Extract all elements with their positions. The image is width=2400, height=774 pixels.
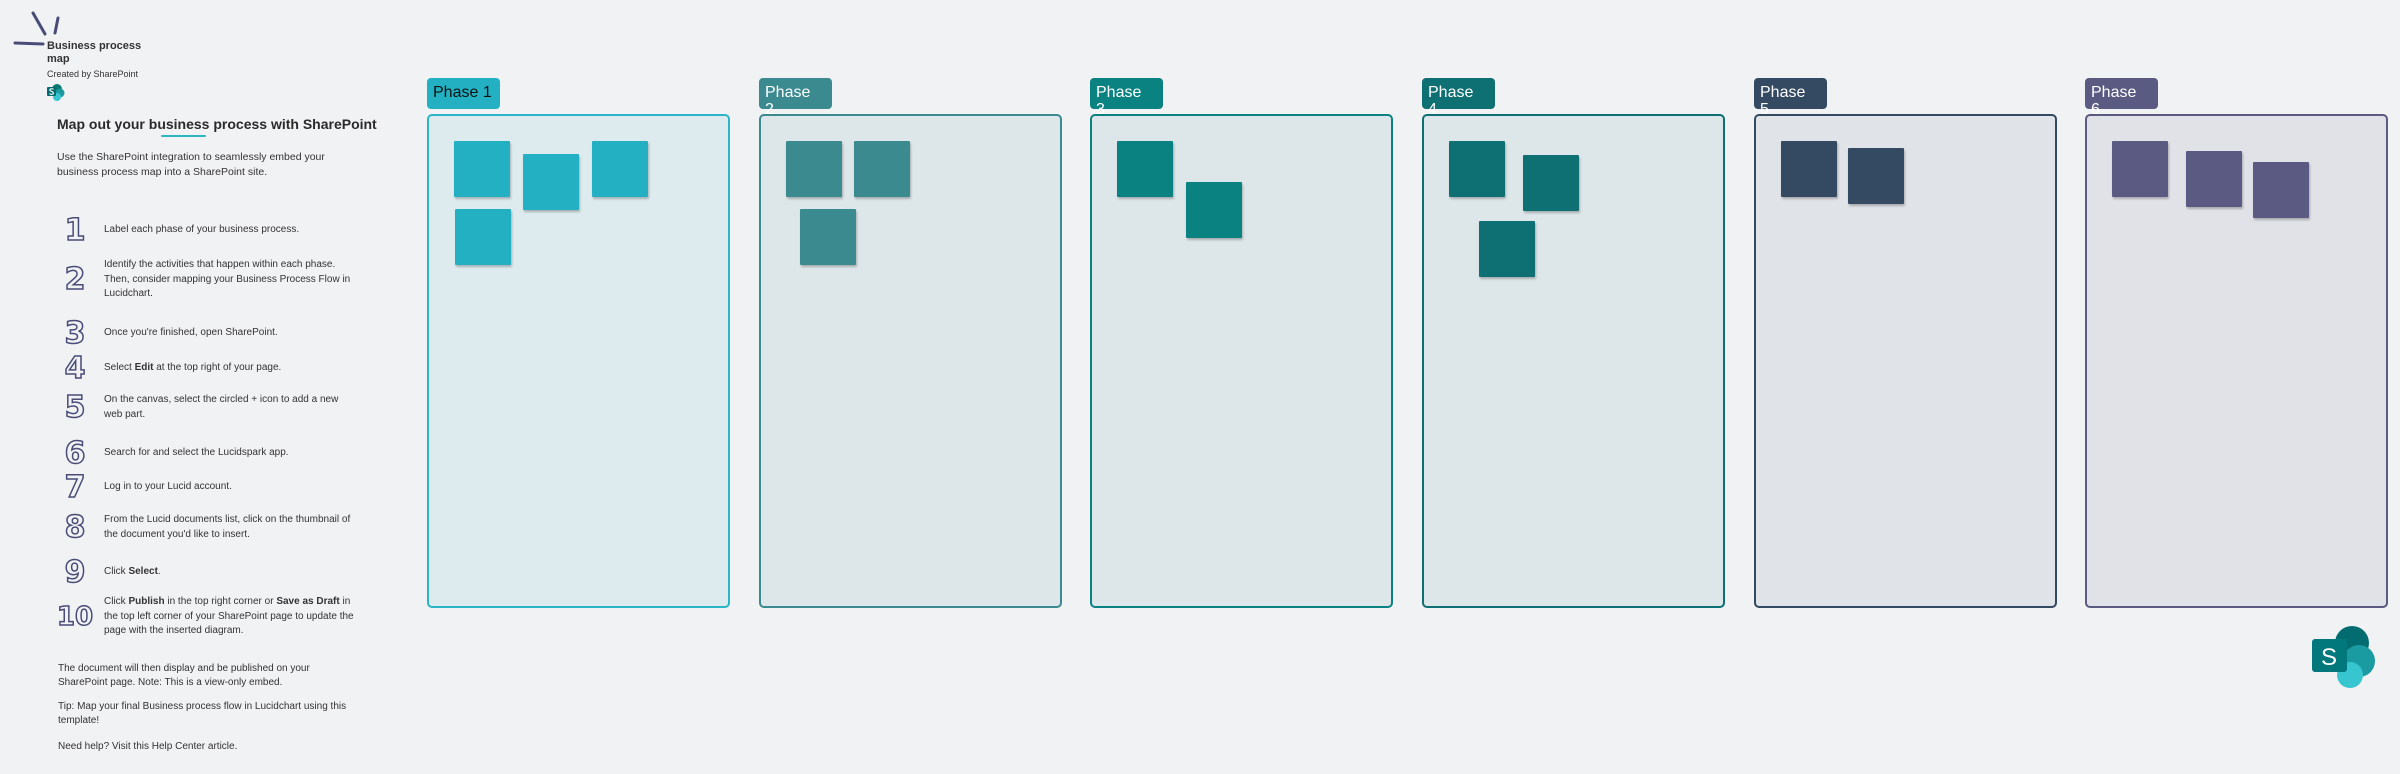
sticky-note[interactable] [1848, 148, 1904, 204]
phase-label[interactable]: Phase 1 [427, 78, 500, 109]
instruction-step: 4 Select Edit at the top right of your pa… [45, 350, 365, 387]
sticky-note[interactable] [523, 154, 579, 210]
sticky-note[interactable] [2253, 162, 2309, 218]
phase-label[interactable]: Phase 6 [2085, 78, 2158, 118]
logo-letter: S [2321, 644, 2337, 671]
phase-column[interactable] [427, 114, 730, 608]
step-number: 2 [64, 262, 86, 299]
sparkle-decoration-icon [13, 11, 60, 46]
step-number: 8 [64, 509, 86, 546]
instruction-step: 6 Search for and select the Lucidspark ap… [45, 435, 365, 472]
instruction-step: 10 Click Publish in the top right corner … [45, 595, 365, 639]
phase-column[interactable] [759, 114, 1062, 608]
sharepoint-logo-icon: S [2312, 626, 2375, 688]
sticky-note[interactable] [1117, 141, 1173, 197]
sticky-note[interactable] [2112, 141, 2168, 197]
step-text: Select Edit at the top right of your pag… [104, 362, 282, 374]
sticky-note[interactable] [854, 141, 910, 197]
step-number: 9 [64, 554, 86, 591]
step-text: Search for and select the Lucidspark app… [104, 447, 289, 459]
step-number: 5 [64, 389, 86, 426]
sticky-note[interactable] [592, 141, 648, 197]
step-text: Label each phase of your business proces… [104, 224, 300, 236]
footer-note: Tip: Map your final Business process flo… [58, 701, 347, 726]
phase-label[interactable]: Phase 2 [759, 78, 832, 118]
sticky-note[interactable] [455, 209, 511, 265]
phase-column[interactable] [1754, 114, 2057, 608]
phase-label[interactable]: Phase 3 [1090, 78, 1163, 118]
phase-label[interactable]: Phase 5 [1754, 78, 1827, 118]
footer-note: The document will then display and be pu… [58, 663, 310, 688]
highlight-underline [161, 135, 206, 137]
step-text: Click Publish in the top right corner or… [104, 596, 354, 636]
step-number: 6 [64, 435, 86, 472]
instruction-step: 3 Once you're finished, open SharePoint. [45, 315, 365, 352]
step-number: 7 [64, 469, 86, 506]
sticky-note[interactable] [1186, 182, 1242, 238]
step-text: Click Select. [104, 566, 161, 578]
sticky-note[interactable] [1479, 221, 1535, 277]
instruction-step: 7 Log in to your Lucid account. [45, 469, 365, 506]
instruction-step: 9 Click Select. [45, 554, 365, 591]
phase-column[interactable] [1422, 114, 1725, 608]
sticky-note[interactable] [2186, 151, 2242, 207]
board-title: Business process map [47, 40, 142, 65]
phase-column[interactable] [2085, 114, 2388, 608]
phase-column[interactable] [1090, 114, 1393, 608]
sticky-note[interactable] [786, 141, 842, 197]
step-number: 1 [64, 212, 86, 249]
step-number: 3 [64, 315, 86, 352]
step-text: On the canvas, select the circled + icon… [104, 394, 339, 420]
footer-note[interactable]: Need help? Visit this Help Center articl… [58, 741, 238, 752]
sticky-note[interactable] [800, 209, 856, 265]
step-number: 4 [64, 350, 86, 387]
step-text: From the Lucid documents list, click on … [104, 514, 351, 540]
instruction-step: 1 Label each phase of your business proce… [45, 212, 365, 249]
sharepoint-small-icon [47, 84, 65, 101]
board-creator: Created by SharePoint [47, 69, 139, 79]
instruction-step: 2 Identify the activities that happen wit… [45, 258, 365, 302]
sticky-note[interactable] [1781, 141, 1837, 197]
step-number: 10 [56, 601, 94, 633]
step-text: Log in to your Lucid account. [104, 481, 232, 493]
sticky-note[interactable] [1449, 141, 1505, 197]
step-text: Once you're finished, open SharePoint. [104, 327, 278, 339]
instruction-step: 5 On the canvas, select the circled + ico… [45, 389, 365, 426]
step-text: Identify the activities that happen with… [104, 259, 351, 299]
instructions-intro: Use the SharePoint integration to seamle… [57, 151, 325, 178]
phase-label[interactable]: Phase 4 [1422, 78, 1495, 118]
sticky-note[interactable] [454, 141, 510, 197]
instruction-step: 8 From the Lucid documents list, click on… [45, 509, 365, 546]
sticky-note[interactable] [1523, 155, 1579, 211]
instructions-heading: Map out your business process with Share… [57, 116, 377, 137]
